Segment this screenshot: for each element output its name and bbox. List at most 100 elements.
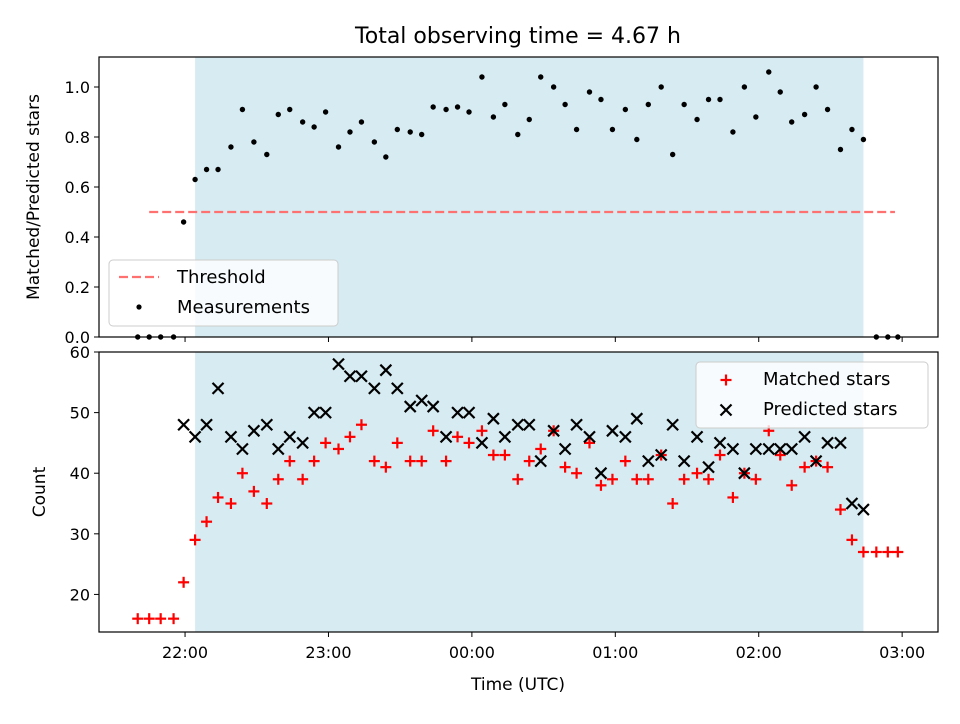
predicted-star-point xyxy=(677,454,691,468)
matched-star-point xyxy=(678,473,690,485)
matched-star-point xyxy=(155,613,167,625)
predicted-star-point xyxy=(809,454,823,468)
matched-star-point xyxy=(391,437,403,449)
predicted-star-point xyxy=(236,442,249,456)
matched-star-point xyxy=(799,461,811,473)
predicted-star-point xyxy=(762,442,776,456)
legend-measurements-swatch xyxy=(136,304,142,310)
matched-star-point xyxy=(750,473,762,485)
legend-matched-label: Matched stars xyxy=(763,369,890,390)
measurement-point xyxy=(813,84,819,90)
predicted-star-point xyxy=(177,418,190,432)
predicted-star-point xyxy=(391,382,404,395)
predicted-star-point xyxy=(283,430,297,444)
matched-star-point xyxy=(236,467,248,479)
measurement-point xyxy=(515,131,521,138)
predicted-star-point xyxy=(834,436,847,450)
measurement-point xyxy=(371,139,378,145)
legend-matched-swatch xyxy=(720,374,732,386)
count-y-axis-label: Count xyxy=(30,466,50,517)
matched-star-point xyxy=(132,613,144,625)
ratio-legend: Threshold Measurements xyxy=(108,259,339,327)
matched-star-point xyxy=(463,437,475,449)
x-tick-label: 03:00 xyxy=(879,643,925,662)
predicted-star-point xyxy=(224,430,238,444)
legend-predicted-label: Predicted stars xyxy=(763,399,897,420)
measurement-point xyxy=(264,151,270,158)
matched-star-point xyxy=(344,431,356,443)
measurement-point xyxy=(275,111,281,118)
predicted-star-point xyxy=(498,430,512,444)
matched-star-point xyxy=(284,455,296,467)
measurement-point xyxy=(598,96,604,103)
measurement-point xyxy=(526,116,532,123)
predicted-star-point xyxy=(845,497,859,510)
predicted-star-point xyxy=(332,357,345,371)
matched-star-point xyxy=(380,461,392,473)
ratio-legend-box xyxy=(108,259,339,327)
measurement-point xyxy=(669,151,676,158)
measurement-point xyxy=(322,109,329,115)
measurement-point xyxy=(502,101,508,108)
legend-predicted-marker xyxy=(719,403,733,417)
measurement-point xyxy=(228,144,234,150)
predicted-star-point xyxy=(355,369,368,383)
measurement-point xyxy=(824,106,831,113)
predicted-star-point xyxy=(583,430,596,444)
x-tick-label: 22:00 xyxy=(162,643,208,662)
matched-star-point xyxy=(320,437,332,449)
matched-star-point xyxy=(272,473,284,485)
y-tick-label: 40 xyxy=(70,464,90,483)
measurement-point xyxy=(443,106,449,113)
matched-star-point xyxy=(225,498,237,510)
matched-star-point xyxy=(892,546,904,558)
predicted-star-point xyxy=(630,412,644,425)
predicted-star-point xyxy=(594,466,608,480)
measurement-point xyxy=(586,89,593,95)
predicted-star-point xyxy=(642,454,655,468)
matched-star-point xyxy=(416,455,428,467)
measurement-point xyxy=(658,84,664,90)
measurement-point xyxy=(299,119,306,125)
matched-star-point xyxy=(143,613,155,625)
matched-star-point xyxy=(667,498,679,510)
measurement-point xyxy=(407,129,413,135)
matched-star-point xyxy=(368,455,380,467)
measurement-point xyxy=(753,114,759,120)
predicted-star-point xyxy=(666,418,679,432)
matched-star-point xyxy=(248,485,260,497)
y-tick-label: 0.6 xyxy=(65,178,90,197)
predicted-star-point xyxy=(260,418,274,432)
matched-star-point xyxy=(822,461,834,473)
predicted-star-point xyxy=(726,442,740,456)
matched-star-point xyxy=(631,473,643,485)
matched-star-point xyxy=(727,491,739,503)
measurement-point xyxy=(849,126,855,133)
legend-threshold-label: Threshold xyxy=(176,267,266,288)
predicted-star-point xyxy=(619,430,632,444)
matched-star-point xyxy=(559,461,571,473)
predicted-star-point xyxy=(379,363,393,377)
measurement-point xyxy=(418,131,425,138)
legend-predicted-swatch xyxy=(719,403,733,417)
y-tick-label: 0.0 xyxy=(65,328,90,347)
ratio-y-axis-label: Matched/Predicted stars xyxy=(24,94,44,300)
measurement-point xyxy=(766,69,772,75)
x-tick-label: 02:00 xyxy=(736,643,782,662)
matched-star-point xyxy=(857,546,869,558)
y-tick-label: 0.8 xyxy=(65,128,90,147)
measurement-point xyxy=(490,114,497,120)
measurement-point xyxy=(694,116,700,123)
predicted-star-point xyxy=(200,418,213,432)
matched-star-point xyxy=(189,534,201,546)
predicted-star-point xyxy=(738,466,751,480)
predicted-star-point xyxy=(558,442,572,456)
matched-star-point xyxy=(178,576,190,588)
measurement-point xyxy=(335,144,342,150)
y-tick-label: 50 xyxy=(70,404,90,423)
matched-star-point xyxy=(606,473,618,485)
predicted-star-point xyxy=(451,406,464,419)
measurement-point xyxy=(717,96,723,103)
predicted-star-point xyxy=(690,430,704,444)
predicted-star-point xyxy=(475,436,489,450)
